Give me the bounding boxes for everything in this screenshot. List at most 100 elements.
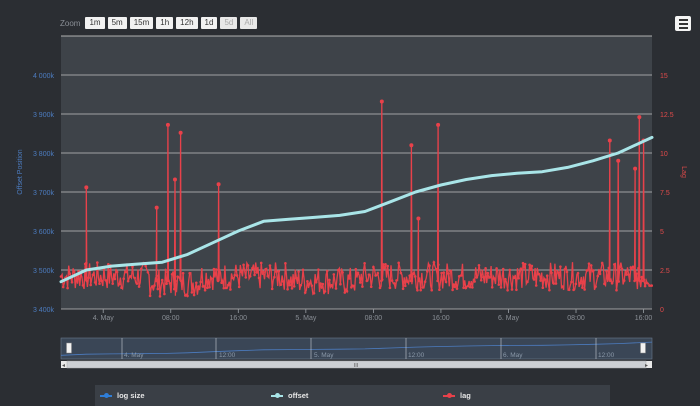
lag-point	[290, 287, 294, 290]
legend-item-log-size[interactable]: log size	[100, 385, 145, 406]
lag-point	[167, 279, 170, 283]
lag-point	[358, 281, 362, 284]
lag-point	[596, 274, 600, 278]
lag-point	[61, 285, 65, 289]
right-tick-label: 2.5	[660, 268, 670, 275]
lag-point	[523, 262, 527, 266]
lag-point	[625, 273, 628, 276]
lag-point	[608, 139, 612, 142]
zoom-button-all: All	[240, 17, 258, 29]
lag-point	[295, 276, 298, 280]
lag-spike-point	[637, 115, 642, 120]
lag-point	[301, 268, 305, 272]
lag-point	[477, 263, 481, 267]
lag-point	[352, 284, 355, 288]
lag-point	[419, 288, 423, 292]
lag-point	[449, 269, 452, 273]
lag-point	[434, 267, 438, 271]
lag-point	[325, 269, 329, 273]
zoom-button-15m[interactable]: 15m	[129, 17, 154, 29]
lag-point	[638, 115, 641, 119]
lag-point	[222, 286, 226, 290]
lag-point	[257, 276, 261, 280]
lag-point	[451, 288, 454, 292]
lag-point	[479, 278, 483, 282]
lag-point	[466, 284, 470, 288]
lag-point	[488, 276, 492, 279]
navigator-handle-right[interactable]	[640, 342, 646, 354]
lag-point	[109, 264, 112, 267]
lag-point	[532, 278, 536, 281]
lag-point	[567, 288, 571, 292]
lag-point	[270, 287, 274, 291]
lag-point	[264, 267, 267, 271]
lag-point	[629, 266, 633, 269]
lag-spike-point	[616, 158, 621, 163]
lag-point	[457, 275, 461, 278]
lag-point	[273, 275, 276, 279]
zoom-button-1d[interactable]: 1d	[200, 17, 218, 29]
lag-point	[600, 261, 604, 265]
lag-point	[129, 275, 132, 278]
lag-point	[399, 271, 403, 275]
scrollbar-grip[interactable]: III	[354, 363, 359, 369]
lag-point	[100, 279, 103, 283]
lag-point	[408, 274, 412, 277]
zoom-button-5m[interactable]: 5m	[107, 17, 127, 29]
x-tick-label: 16:00	[635, 315, 653, 322]
navigator-label: 6. May	[503, 352, 523, 359]
lag-point	[323, 290, 327, 293]
lag-point	[308, 282, 311, 285]
lag-point	[576, 271, 580, 275]
lag-point	[104, 279, 108, 282]
scroll-right-arrow[interactable]: ▸	[645, 363, 648, 369]
lag-point	[417, 279, 421, 283]
navigator-scrollbar[interactable]: ◂ ▸ III	[61, 360, 652, 369]
lag-point	[598, 272, 602, 276]
legend-item-offset[interactable]: offset	[271, 385, 308, 406]
lag-point	[142, 261, 145, 265]
navigator-handle-left[interactable]	[66, 342, 72, 354]
navigator-labels: 4. May 12:00 5. May 12:00 6. May 12:00	[124, 352, 615, 359]
lag-point	[570, 280, 573, 284]
lag-point	[395, 279, 398, 282]
legend-item-lag[interactable]: lag	[443, 385, 471, 406]
lag-point	[517, 276, 520, 280]
lag-point	[262, 270, 265, 274]
grid-lines	[61, 35, 652, 310]
lag-spike-point	[84, 185, 89, 190]
lag-spike-point	[641, 138, 646, 143]
lag-point	[319, 282, 322, 285]
hamburger-menu-icon[interactable]	[675, 16, 691, 31]
lag-point	[382, 263, 385, 266]
lag-point	[413, 275, 417, 278]
lag-point	[330, 283, 333, 287]
lag-point	[190, 291, 194, 294]
lag-point	[581, 286, 584, 289]
lag-point	[156, 287, 160, 291]
scrollbar-thumb[interactable]	[66, 360, 647, 369]
lag-point	[160, 278, 164, 282]
lag-point	[361, 285, 364, 288]
lag-point	[640, 275, 644, 279]
lag-point	[541, 286, 545, 290]
lag-point	[643, 284, 647, 288]
lag-point	[229, 288, 232, 291]
lag-point	[179, 131, 182, 135]
lag-point	[618, 265, 622, 269]
scroll-left-arrow[interactable]: ◂	[62, 363, 65, 369]
lag-point	[537, 272, 540, 276]
lag-point	[534, 284, 538, 287]
scrollbar-track[interactable]	[61, 361, 652, 368]
left-tick-label: 3 800k	[33, 151, 55, 158]
lag-point	[242, 263, 245, 267]
lag-point	[297, 270, 300, 273]
lag-point	[341, 271, 344, 274]
zoom-button-12h[interactable]: 12h	[176, 17, 198, 29]
navigator[interactable]	[60, 337, 653, 360]
zoom-label: Zoom	[60, 18, 81, 28]
lag-point	[310, 284, 314, 287]
zoom-button-1h[interactable]: 1h	[156, 17, 174, 29]
zoom-button-1m[interactable]: 1m	[85, 17, 105, 29]
